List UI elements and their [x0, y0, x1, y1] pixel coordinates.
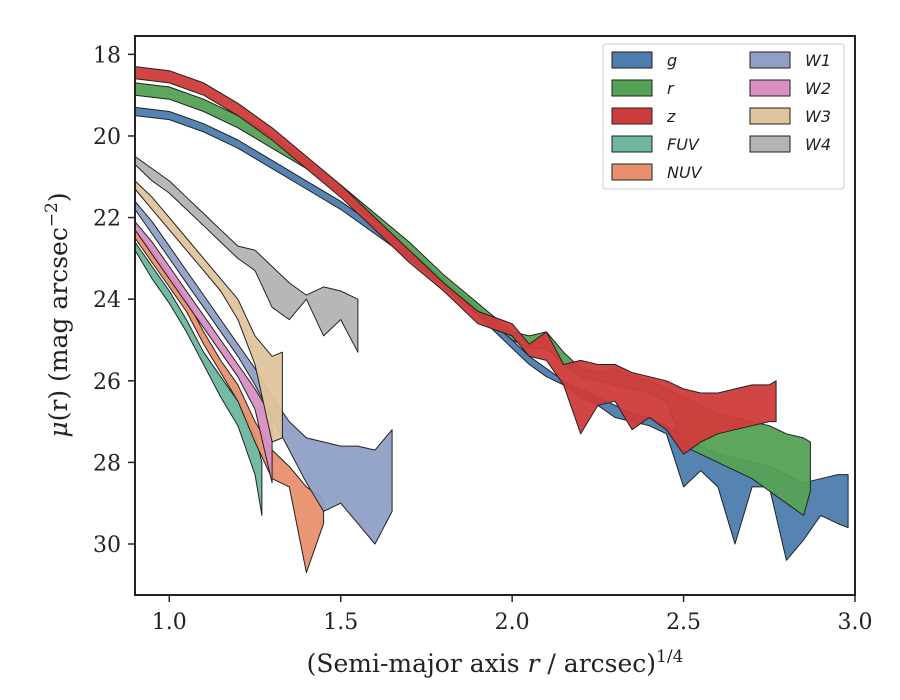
legend-label-w4: W4: [805, 135, 831, 154]
legend-label-nuv: NUV: [667, 163, 703, 182]
x-title-var: r: [528, 649, 542, 678]
y-tick-label: 30: [93, 533, 121, 558]
band-w4: [134, 155, 359, 353]
legend-swatch-nuv: [611, 163, 653, 181]
band-w2: [134, 221, 273, 484]
y-tick-label: 28: [93, 451, 121, 476]
legend-swatch-fuv: [611, 135, 653, 153]
legend-swatch-z: [611, 107, 653, 125]
x-tick-label: 1.0: [152, 610, 187, 635]
legend-label-w1: W1: [805, 51, 831, 70]
x-title-exp: 1/4: [656, 647, 683, 667]
legend-swatch-w4: [749, 135, 791, 153]
band-z: [134, 66, 777, 455]
ticks-layer: 1.0 1.5 2.0 2.5 3.0 18 20 22 24 26 28 30: [93, 43, 873, 635]
x-tick-label: 1.5: [323, 610, 358, 635]
x-axis-title: (Semi-major axis r / arcsec)1/4: [307, 647, 684, 678]
legend-swatch-w2: [749, 79, 791, 97]
y-axis-title: μ(r) (mag arcsec−2): [42, 192, 73, 437]
legend: grz FUV NUV W1 W2 W3 W4: [602, 43, 845, 190]
x-tick-label: 2.5: [666, 610, 701, 635]
y-title-close: ): [44, 192, 73, 202]
band-nuv: [134, 229, 325, 574]
legend-label-fuv: FUV: [667, 135, 700, 154]
x-title-pre: (Semi-major axis: [307, 649, 528, 678]
legend-label-r: r: [667, 79, 675, 98]
y-tick-label: 20: [93, 125, 121, 150]
y-title-arg: (r): [44, 390, 73, 421]
legend-swatch-r: [611, 79, 653, 97]
legend-label-w2: W2: [805, 79, 831, 98]
plot-frame: [134, 35, 856, 596]
legend-swatch-g: [611, 51, 653, 69]
legend-label-g: g: [667, 51, 677, 70]
y-tick-label: 24: [93, 288, 121, 313]
x-tick-label: 3.0: [838, 610, 873, 635]
y-title-exp: −2: [42, 202, 62, 227]
band-w3: [134, 180, 283, 443]
band-w1: [134, 200, 393, 545]
x-tick-label: 2.0: [495, 610, 530, 635]
y-tick-label: 26: [93, 370, 121, 395]
y-tick-label: 18: [93, 43, 121, 68]
y-title-post: (mag arcsec: [44, 227, 73, 390]
series-layer: [134, 66, 849, 574]
x-title-post: / arcsec): [539, 649, 656, 678]
y-tick-label: 22: [93, 207, 121, 232]
legend-swatch-w3: [749, 107, 791, 125]
y-title-var: μ: [44, 421, 73, 437]
legend-swatch-w1: [749, 51, 791, 69]
legend-label-z: z: [666, 107, 676, 126]
legend-label-w3: W3: [805, 107, 831, 126]
band-fuv: [134, 241, 263, 516]
